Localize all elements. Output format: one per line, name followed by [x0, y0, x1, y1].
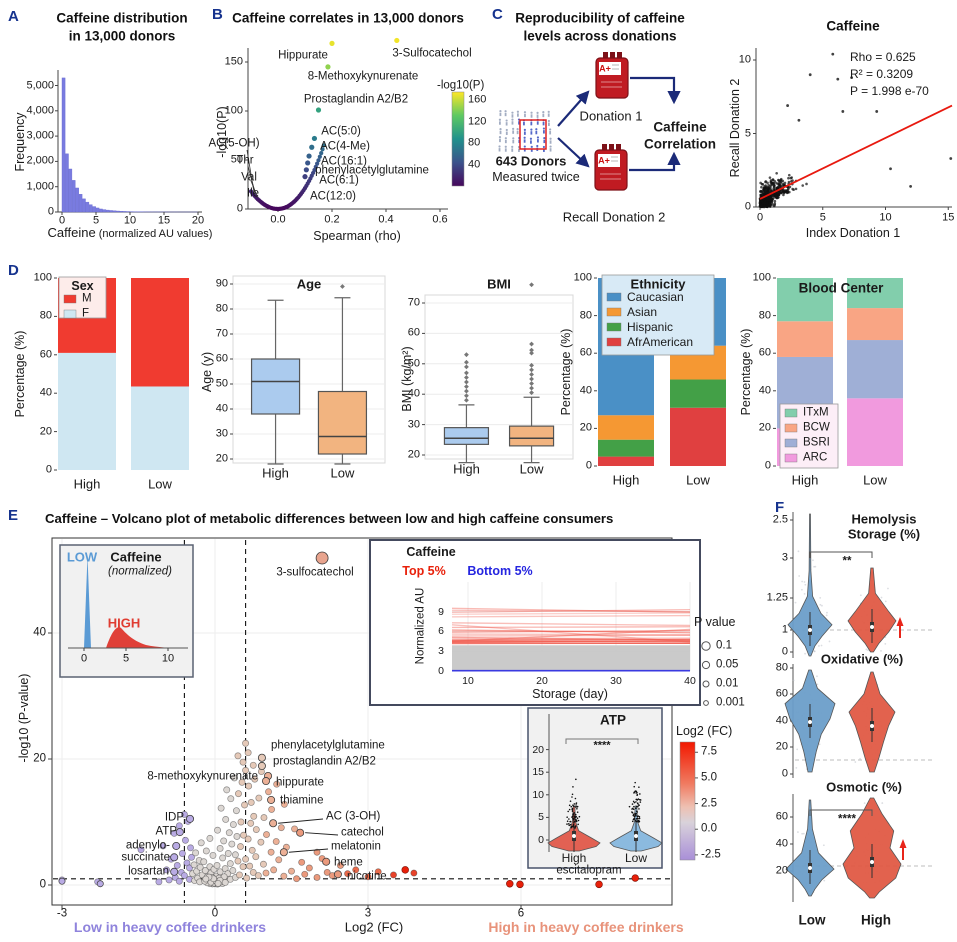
panel-c-title-line2: levels across donations: [523, 28, 677, 44]
panel-label-f: F: [775, 499, 785, 516]
panel-e-title: Caffeine – Volcano plot of metabolic dif…: [45, 511, 614, 526]
panel-c-title-line1: Reproducibility of caffeine: [515, 10, 685, 26]
panel-label-a: A: [8, 8, 19, 25]
panel-label-c: C: [492, 6, 503, 23]
panel-a-title-line2: in 13,000 donors: [68, 28, 176, 44]
panel-label-e: E: [8, 507, 19, 524]
panel-b-title: Caffeine correlates in 13,000 donors: [232, 10, 464, 26]
panel-a-title-line1: Caffeine distribution: [56, 10, 188, 26]
panel-label-b: B: [212, 6, 223, 23]
panel-c-scatter-title: Caffeine: [826, 18, 880, 34]
panel-label-d: D: [8, 262, 19, 279]
